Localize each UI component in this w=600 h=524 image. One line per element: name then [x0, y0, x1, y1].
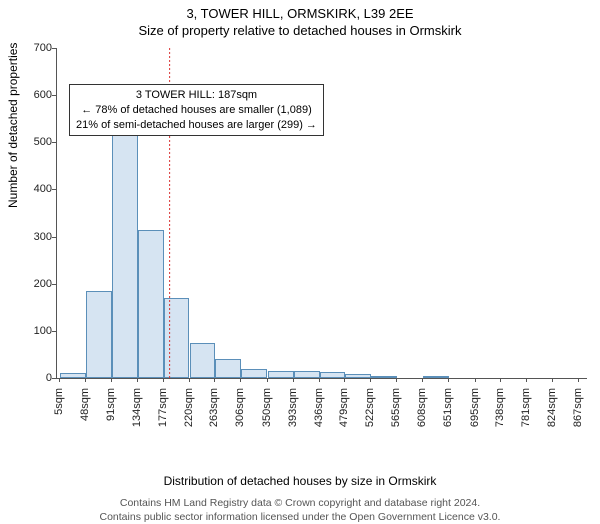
histogram-bar: [423, 376, 449, 378]
histogram-bar: [60, 373, 86, 378]
x-tick-label: 608sqm: [416, 388, 428, 448]
y-tick-label: 100: [12, 325, 52, 337]
y-tick-label: 600: [12, 89, 52, 101]
histogram-bar: [294, 371, 320, 378]
x-tick-label: 738sqm: [494, 388, 506, 448]
x-tick-label: 91sqm: [105, 388, 117, 448]
histogram-bar: [320, 372, 346, 378]
x-tick-label: 177sqm: [157, 388, 169, 448]
x-tick-label: 867sqm: [572, 388, 584, 448]
annotation-line3: 21% of semi-detached houses are larger (…: [76, 118, 317, 133]
y-tick-label: 0: [12, 372, 52, 384]
histogram-bar: [371, 376, 397, 378]
y-tick-label: 300: [12, 231, 52, 243]
histogram-bar: [345, 374, 371, 378]
x-tick-label: 306sqm: [234, 388, 246, 448]
x-tick-label: 479sqm: [338, 388, 350, 448]
x-tick-label: 393sqm: [287, 388, 299, 448]
y-tick-label: 500: [12, 136, 52, 148]
x-tick-label: 651sqm: [442, 388, 454, 448]
histogram-bar: [138, 230, 164, 379]
x-tick-label: 350sqm: [261, 388, 273, 448]
annotation-line1: 3 TOWER HILL: 187sqm: [76, 88, 317, 103]
annotation-box: 3 TOWER HILL: 187sqm← 78% of detached ho…: [69, 84, 324, 137]
x-tick-label: 695sqm: [469, 388, 481, 448]
x-tick-label: 5sqm: [53, 388, 65, 448]
y-tick-label: 700: [12, 42, 52, 54]
x-tick-label: 781sqm: [520, 388, 532, 448]
license-text: Contains HM Land Registry data © Crown c…: [0, 496, 600, 524]
histogram-chart: Number of detached properties 3 TOWER HI…: [0, 38, 600, 418]
page-title-address: 3, TOWER HILL, ORMSKIRK, L39 2EE: [0, 6, 600, 21]
x-tick-label: 48sqm: [79, 388, 91, 448]
annotation-line2: ← 78% of detached houses are smaller (1,…: [76, 103, 317, 118]
histogram-bar: [164, 298, 190, 378]
histogram-bar: [241, 369, 267, 378]
histogram-bar: [112, 123, 138, 378]
page-title-subtitle: Size of property relative to detached ho…: [0, 23, 600, 38]
license-line1: Contains HM Land Registry data © Crown c…: [120, 497, 480, 509]
x-tick-label: 522sqm: [364, 388, 376, 448]
x-tick-label: 134sqm: [131, 388, 143, 448]
plot-area: 3 TOWER HILL: 187sqm← 78% of detached ho…: [56, 48, 587, 379]
histogram-bar: [190, 343, 216, 378]
histogram-bar: [86, 291, 112, 378]
x-tick-label: 824sqm: [546, 388, 558, 448]
histogram-bar: [268, 371, 294, 378]
license-line2: Contains public sector information licen…: [100, 511, 501, 523]
x-tick-label: 565sqm: [390, 388, 402, 448]
x-tick-label: 220sqm: [183, 388, 195, 448]
x-tick-label: 263sqm: [208, 388, 220, 448]
x-axis-label: Distribution of detached houses by size …: [0, 474, 600, 488]
y-tick-label: 200: [12, 278, 52, 290]
x-tick-label: 436sqm: [313, 388, 325, 448]
histogram-bar: [215, 359, 241, 378]
y-tick-label: 400: [12, 183, 52, 195]
